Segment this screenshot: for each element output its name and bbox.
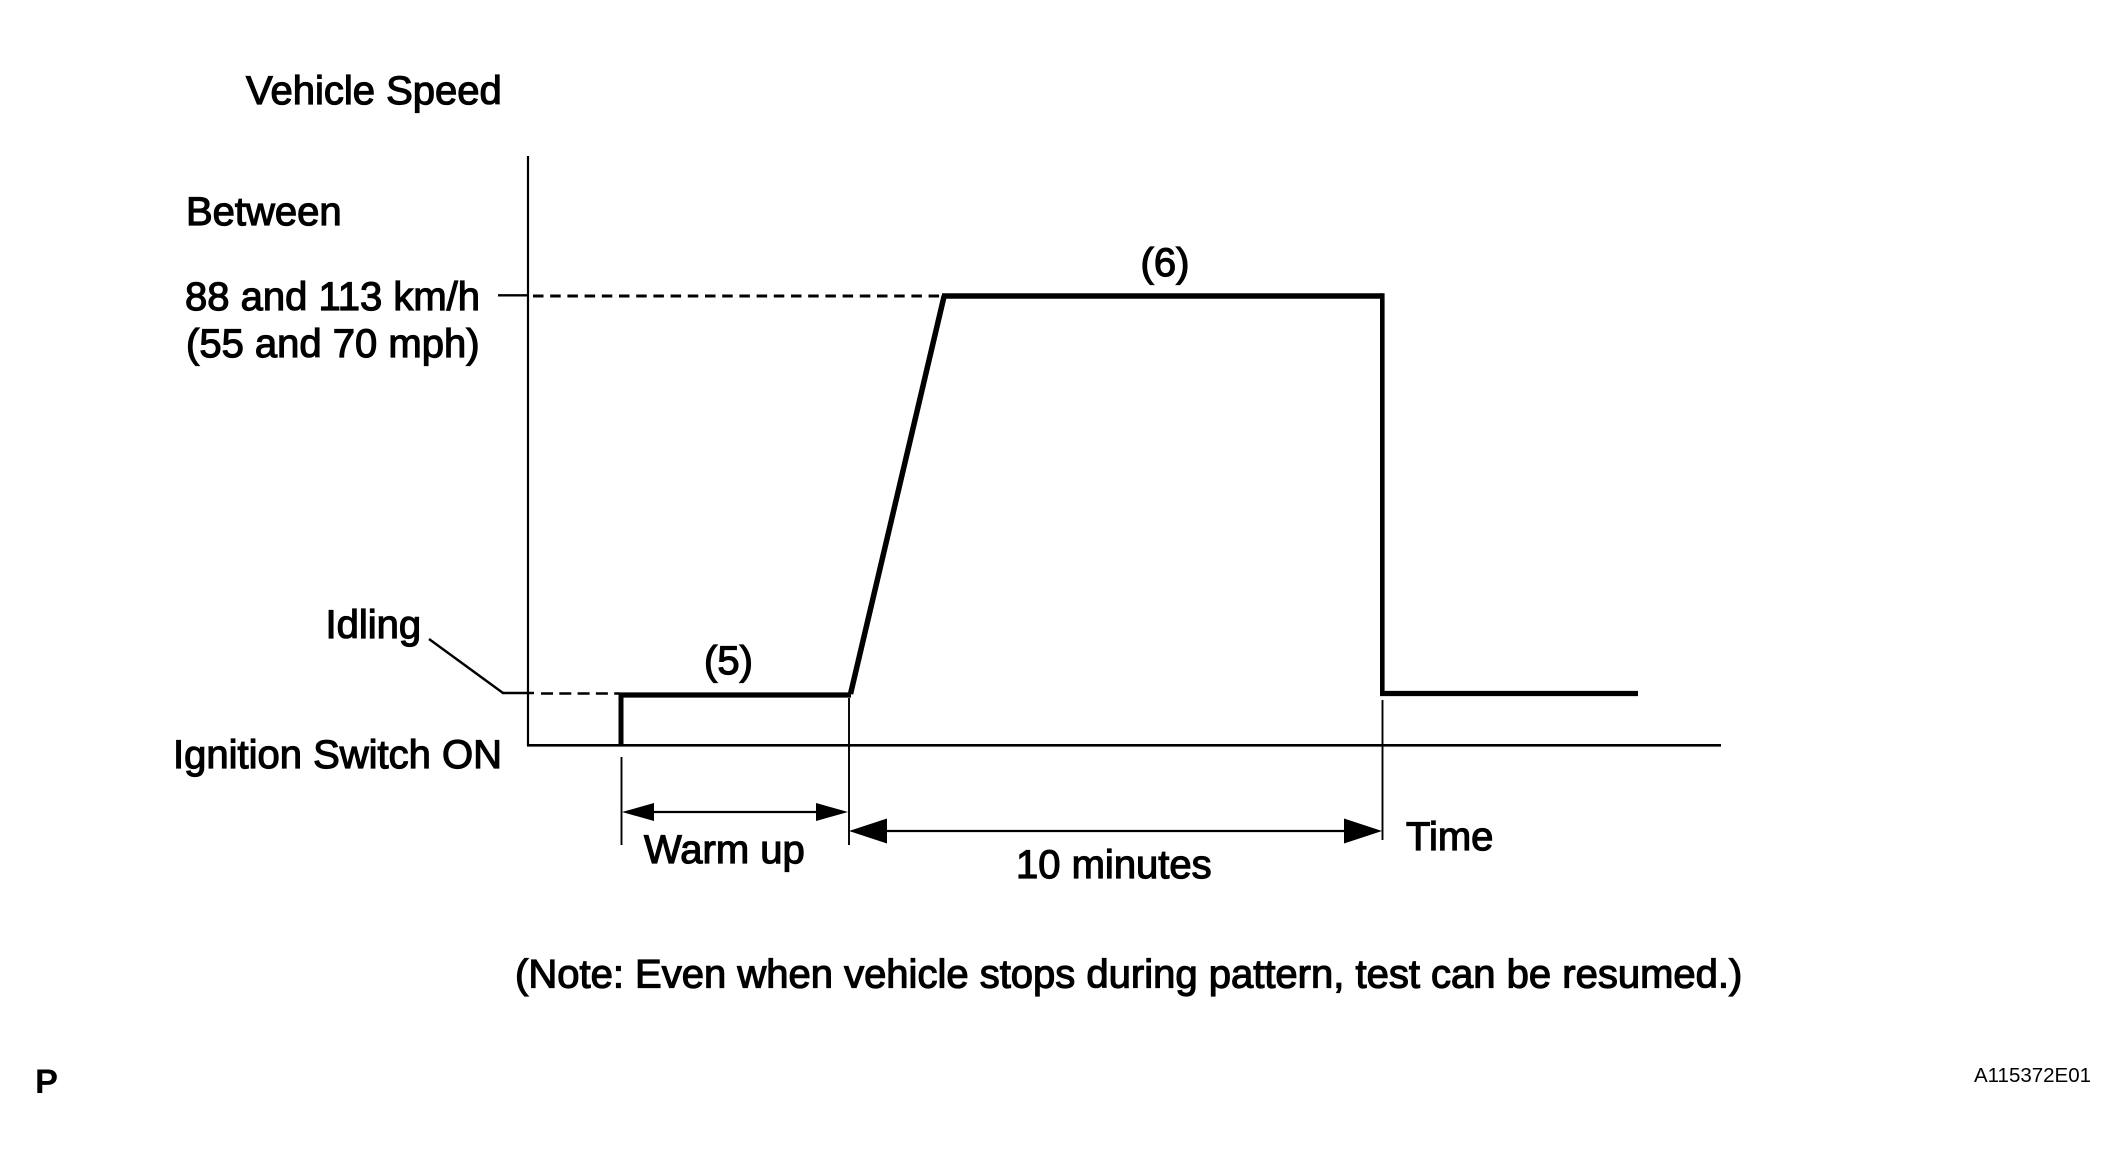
svg-text:A115372E01: A115372E01: [1974, 1064, 2091, 1087]
svg-text:P: P: [35, 1063, 58, 1101]
svg-text:(6): (6): [1141, 241, 1190, 285]
svg-text:(Note: Even when vehicle stops: (Note: Even when vehicle stops during pa…: [515, 953, 1742, 997]
svg-text:Idling: Idling: [326, 603, 422, 647]
svg-text:10 minutes: 10 minutes: [1016, 843, 1212, 887]
svg-text:Warm up: Warm up: [644, 828, 805, 872]
svg-text:Vehicle Speed: Vehicle Speed: [246, 69, 502, 113]
svg-text:Ignition Switch ON: Ignition Switch ON: [173, 733, 502, 777]
svg-text:Time: Time: [1406, 815, 1493, 859]
svg-text:Between: Between: [186, 190, 342, 234]
svg-text:(55 and 70 mph): (55 and 70 mph): [186, 322, 480, 366]
svg-text:(5): (5): [704, 639, 753, 683]
svg-text:88 and 113 km/h: 88 and 113 km/h: [185, 275, 480, 319]
